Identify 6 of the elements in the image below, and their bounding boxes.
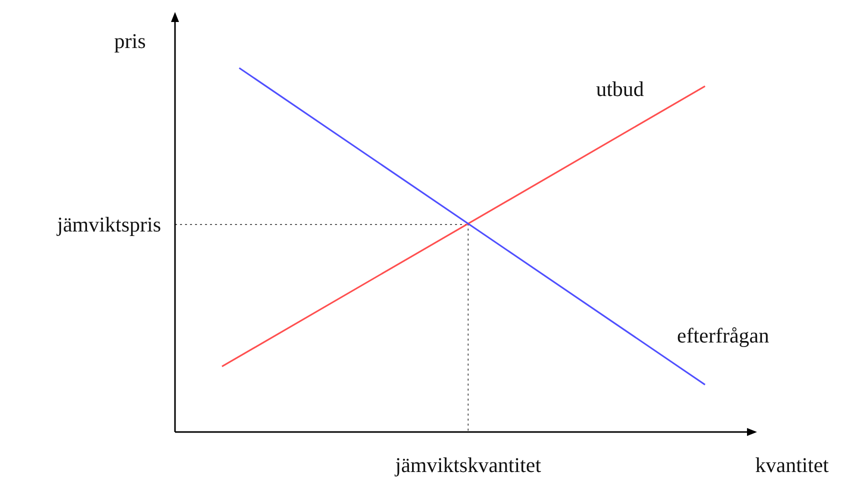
y-axis-title: pris xyxy=(114,29,146,53)
x-axis-title: kvantitet xyxy=(755,453,829,477)
text: jämviktskvantitet xyxy=(394,453,542,477)
ref-line-label: jämviktspris xyxy=(56,212,161,237)
series-label: utbud xyxy=(596,77,644,102)
series-label: efterfrågan xyxy=(677,324,770,348)
